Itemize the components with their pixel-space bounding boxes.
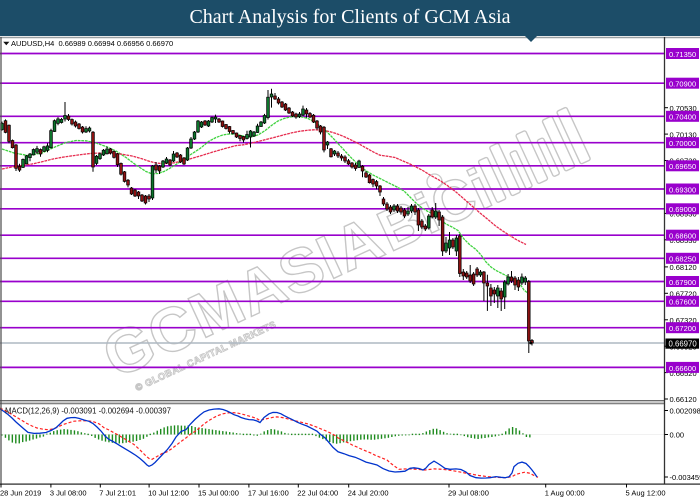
svg-text:28 Jun 2019: 28 Jun 2019 [0, 489, 41, 498]
svg-text:0.69300: 0.69300 [669, 185, 696, 194]
svg-text:3 Jul 08:00: 3 Jul 08:00 [50, 489, 87, 498]
svg-text:GCMASIA: GCMASIA [93, 203, 394, 391]
svg-text:0.68250: 0.68250 [669, 255, 696, 264]
svg-text:0.67200: 0.67200 [669, 324, 696, 333]
svg-text:0.70400: 0.70400 [669, 113, 696, 122]
svg-text:0.70530: 0.70530 [670, 104, 697, 113]
svg-text:0.002098: 0.002098 [670, 407, 700, 416]
svg-text:0.69650: 0.69650 [669, 162, 696, 171]
svg-text:0.66120: 0.66120 [670, 395, 697, 404]
svg-text:AUDUSD,H4 0.66989 0.66994 0.6: AUDUSD,H4 0.66989 0.66994 0.66956 0.6697… [11, 39, 173, 48]
svg-text:0.66970: 0.66970 [669, 340, 698, 349]
svg-text:0.69000: 0.69000 [669, 205, 696, 214]
svg-text:17 Jul 16:00: 17 Jul 16:00 [248, 489, 289, 498]
svg-text:0.68600: 0.68600 [669, 232, 696, 241]
svg-text:0.66600: 0.66600 [669, 364, 696, 373]
svg-text:0.70000: 0.70000 [669, 139, 696, 148]
svg-text:0.67720: 0.67720 [670, 290, 697, 299]
svg-text:0.66520: 0.66520 [670, 369, 697, 378]
svg-text:-0.003459: -0.003459 [670, 473, 700, 482]
svg-text:0.70900: 0.70900 [669, 80, 696, 89]
svg-text:10 Jul 12:00: 10 Jul 12:00 [148, 489, 189, 498]
svg-text:0.70130: 0.70130 [670, 130, 697, 139]
svg-text:24 Jul 20:00: 24 Jul 20:00 [348, 489, 389, 498]
svg-text:1 Aug 00:00: 1 Aug 00:00 [545, 489, 585, 498]
svg-text:BiCi: BiCi [368, 156, 501, 264]
svg-text:7 Jul 21:01: 7 Jul 21:01 [99, 489, 136, 498]
svg-text:0.71350: 0.71350 [669, 50, 696, 59]
svg-text:22 Jul 04:00: 22 Jul 04:00 [297, 489, 338, 498]
svg-text:0.68120: 0.68120 [670, 263, 697, 272]
svg-text:5 Aug 12:00: 5 Aug 12:00 [626, 489, 666, 498]
svg-text:15 Jul 00:00: 15 Jul 00:00 [198, 489, 239, 498]
svg-text:29 Jul 08:00: 29 Jul 08:00 [448, 489, 489, 498]
svg-text:MACD(12,26,9) -0.003091 -0.002: MACD(12,26,9) -0.003091 -0.002694 -0.000… [5, 407, 171, 416]
svg-text:0.67600: 0.67600 [669, 298, 696, 307]
svg-text:0.67320: 0.67320 [670, 316, 697, 325]
svg-text:0.67900: 0.67900 [669, 278, 696, 287]
svg-text:0.00: 0.00 [670, 431, 685, 440]
